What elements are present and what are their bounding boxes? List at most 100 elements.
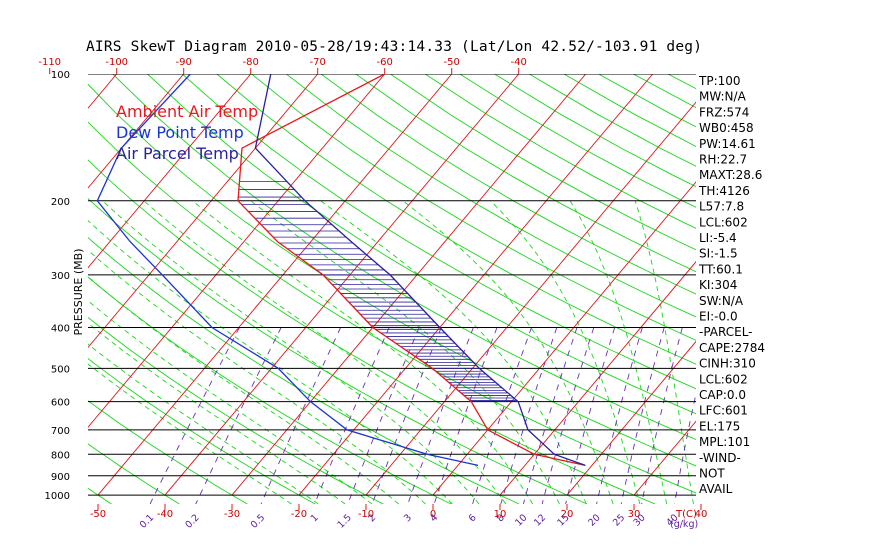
mixing-ratio-label: 25 [611,512,627,528]
legend-entry: Ambient Air Temp [116,102,258,121]
isotherm-line [88,74,386,428]
temp-top-tick-label: -50 [444,57,460,68]
pressure-tick-label: 300 [51,271,70,282]
mixing-ratio-label: 1 [309,512,321,524]
temp-bottom-tick-label: -10 [358,509,374,520]
legend-entry: Air Parcel Temp [116,144,239,163]
index-entry: AVAIL [699,482,733,496]
isotherm-line [566,340,696,496]
mixing-ratio-line [674,391,696,504]
moist-adiabat-line [250,200,560,504]
pressure-tick-label: 600 [51,398,70,409]
dry-adiabat-line [390,74,696,251]
mixing-ratio-unit-label: (g/kg) [670,519,698,530]
dry-adiabat-line [355,74,696,273]
mixing-ratio-line [522,327,578,504]
mixing-ratio-label: 4 [428,512,440,524]
index-entry: SW:N/A [699,294,744,308]
moist-adiabat-line [143,200,507,504]
temp-top-tick-label: -100 [105,57,128,68]
isotherm-line [499,261,696,496]
index-entry: KI:304 [699,278,737,292]
isotherm-line [633,420,696,496]
moist-adiabat-line [102,200,480,504]
dry-adiabat-line [88,121,696,494]
temp-top-tick-label: -70 [310,57,326,68]
index-entry: L57:7.8 [699,200,744,214]
mixing-ratio-line [347,327,420,504]
mixing-ratio-line [565,327,616,504]
mixing-ratio-line [314,327,390,504]
isotherm-line [432,181,696,496]
index-entry: TP:100 [698,74,741,88]
pressure-tick-label: 400 [51,324,70,335]
mixing-ratio-label: 2 [366,512,378,524]
moist-adiabat-line [88,343,319,504]
pressure-tick-label: 500 [51,364,70,375]
index-entry: PW:14.61 [699,137,756,151]
index-entry: MAXT:28.6 [699,168,762,182]
moist-adiabat-line [88,300,373,504]
dry-adiabat-line [737,74,870,504]
pressure-tick-label: 100 [51,70,70,81]
moist-adiabat-line [320,200,587,504]
index-entry: NOT [699,467,725,481]
moist-adiabat-line [634,200,694,504]
mixing-ratio-label: 0.5 [249,512,267,530]
dry-adiabat-line [88,358,316,504]
temp-bottom-tick-label: 40 [695,509,708,520]
index-entry: SI:-1.5 [699,247,738,261]
ambient-temp-line [237,74,586,467]
index-entry: WB0:458 [699,121,754,135]
mixing-ratio-label: 0.1 [138,512,156,530]
temp-bottom-tick-label: -30 [224,509,240,520]
isotherm-line [0,74,50,495]
temp-bottom-tick-label: -20 [291,509,307,520]
index-entry: RH:22.7 [699,153,747,167]
moist-adiabat-line [402,200,614,504]
temp-top-tick-label: -40 [511,57,527,68]
chart-title: AIRS SkewT Diagram 2010-05-28/19:43:14.3… [86,39,702,55]
dry-adiabat-line [88,487,112,504]
index-entry: MPL:101 [699,435,750,449]
dry-adiabat-line [88,198,588,504]
moist-adiabat-line [490,200,641,504]
temp-bottom-tick-label: 10 [494,509,507,520]
mixing-ratio-label: 20 [586,512,602,528]
dry-adiabat-line [424,74,696,229]
index-entry: EL:175 [699,419,740,433]
moist-adiabat-line [569,200,668,504]
dry-adiabat-line [88,443,180,504]
moist-adiabat-line [88,322,346,504]
index-entry: EI:-0.0 [699,310,738,324]
index-entry: MW:N/A [699,90,747,104]
mixing-ratio-label: 10 [513,512,529,528]
dry-adiabat-line [459,74,696,208]
index-entry: LCL:602 [699,215,748,229]
isotherm-line [298,74,654,496]
moist-adiabat-line [88,220,453,504]
temp-top-tick-label: -90 [176,57,192,68]
index-entry: LFC:601 [699,404,748,418]
dry-adiabat-line [88,400,248,504]
index-entry: TH:4126 [698,184,750,198]
moist-adiabat-line [88,363,292,504]
pressure-tick-label: 800 [51,450,70,461]
legend: Ambient Air Temp Dew Point Temp Air Parcel… [116,102,258,163]
temp-top-tick-label: -60 [377,57,393,68]
isotherm-line [97,74,453,496]
pressure-tick-label: 700 [51,426,70,437]
mixing-ratio-line [641,327,683,504]
temp-bottom-tick-label: 30 [628,509,641,520]
mixing-ratio-line [260,327,342,504]
temp-top-tick-label: -80 [243,57,259,68]
index-entry: FRZ:574 [699,105,749,119]
temp-bottom-tick-label: 0 [430,509,436,520]
isotherm-line [231,74,587,496]
index-entry: LCL:602 [699,372,748,386]
dry-adiabat-line [286,74,696,318]
temp-bottom-tick-label: -40 [157,509,173,520]
temp-bottom-tick-label: 20 [561,509,574,520]
